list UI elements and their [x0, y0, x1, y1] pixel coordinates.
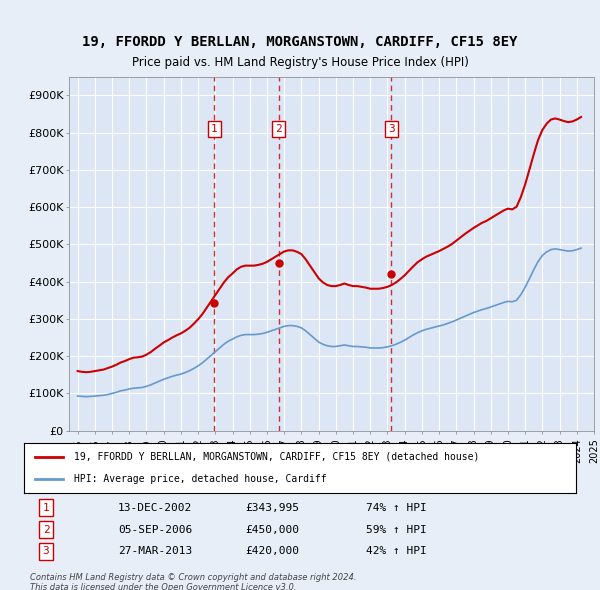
Text: 05-SEP-2006: 05-SEP-2006 — [118, 525, 192, 535]
Text: 2: 2 — [43, 525, 49, 535]
Text: 13-DEC-2002: 13-DEC-2002 — [118, 503, 192, 513]
Text: 19, FFORDD Y BERLLAN, MORGANSTOWN, CARDIFF, CF15 8EY: 19, FFORDD Y BERLLAN, MORGANSTOWN, CARDI… — [82, 35, 518, 50]
Text: 42% ↑ HPI: 42% ↑ HPI — [366, 546, 427, 556]
Text: HPI: Average price, detached house, Cardiff: HPI: Average price, detached house, Card… — [74, 474, 326, 484]
Text: 2: 2 — [275, 124, 282, 134]
Text: Price paid vs. HM Land Registry's House Price Index (HPI): Price paid vs. HM Land Registry's House … — [131, 56, 469, 69]
Text: Contains HM Land Registry data © Crown copyright and database right 2024.: Contains HM Land Registry data © Crown c… — [30, 573, 356, 582]
Text: £450,000: £450,000 — [245, 525, 299, 535]
Text: This data is licensed under the Open Government Licence v3.0.: This data is licensed under the Open Gov… — [30, 583, 296, 590]
Text: 1: 1 — [43, 503, 49, 513]
Text: 3: 3 — [388, 124, 395, 134]
Text: 27-MAR-2013: 27-MAR-2013 — [118, 546, 192, 556]
Text: £420,000: £420,000 — [245, 546, 299, 556]
Text: 59% ↑ HPI: 59% ↑ HPI — [366, 525, 427, 535]
Text: 3: 3 — [43, 546, 49, 556]
Text: 19, FFORDD Y BERLLAN, MORGANSTOWN, CARDIFF, CF15 8EY (detached house): 19, FFORDD Y BERLLAN, MORGANSTOWN, CARDI… — [74, 451, 479, 461]
Text: £343,995: £343,995 — [245, 503, 299, 513]
Text: 1: 1 — [211, 124, 218, 134]
Text: 74% ↑ HPI: 74% ↑ HPI — [366, 503, 427, 513]
